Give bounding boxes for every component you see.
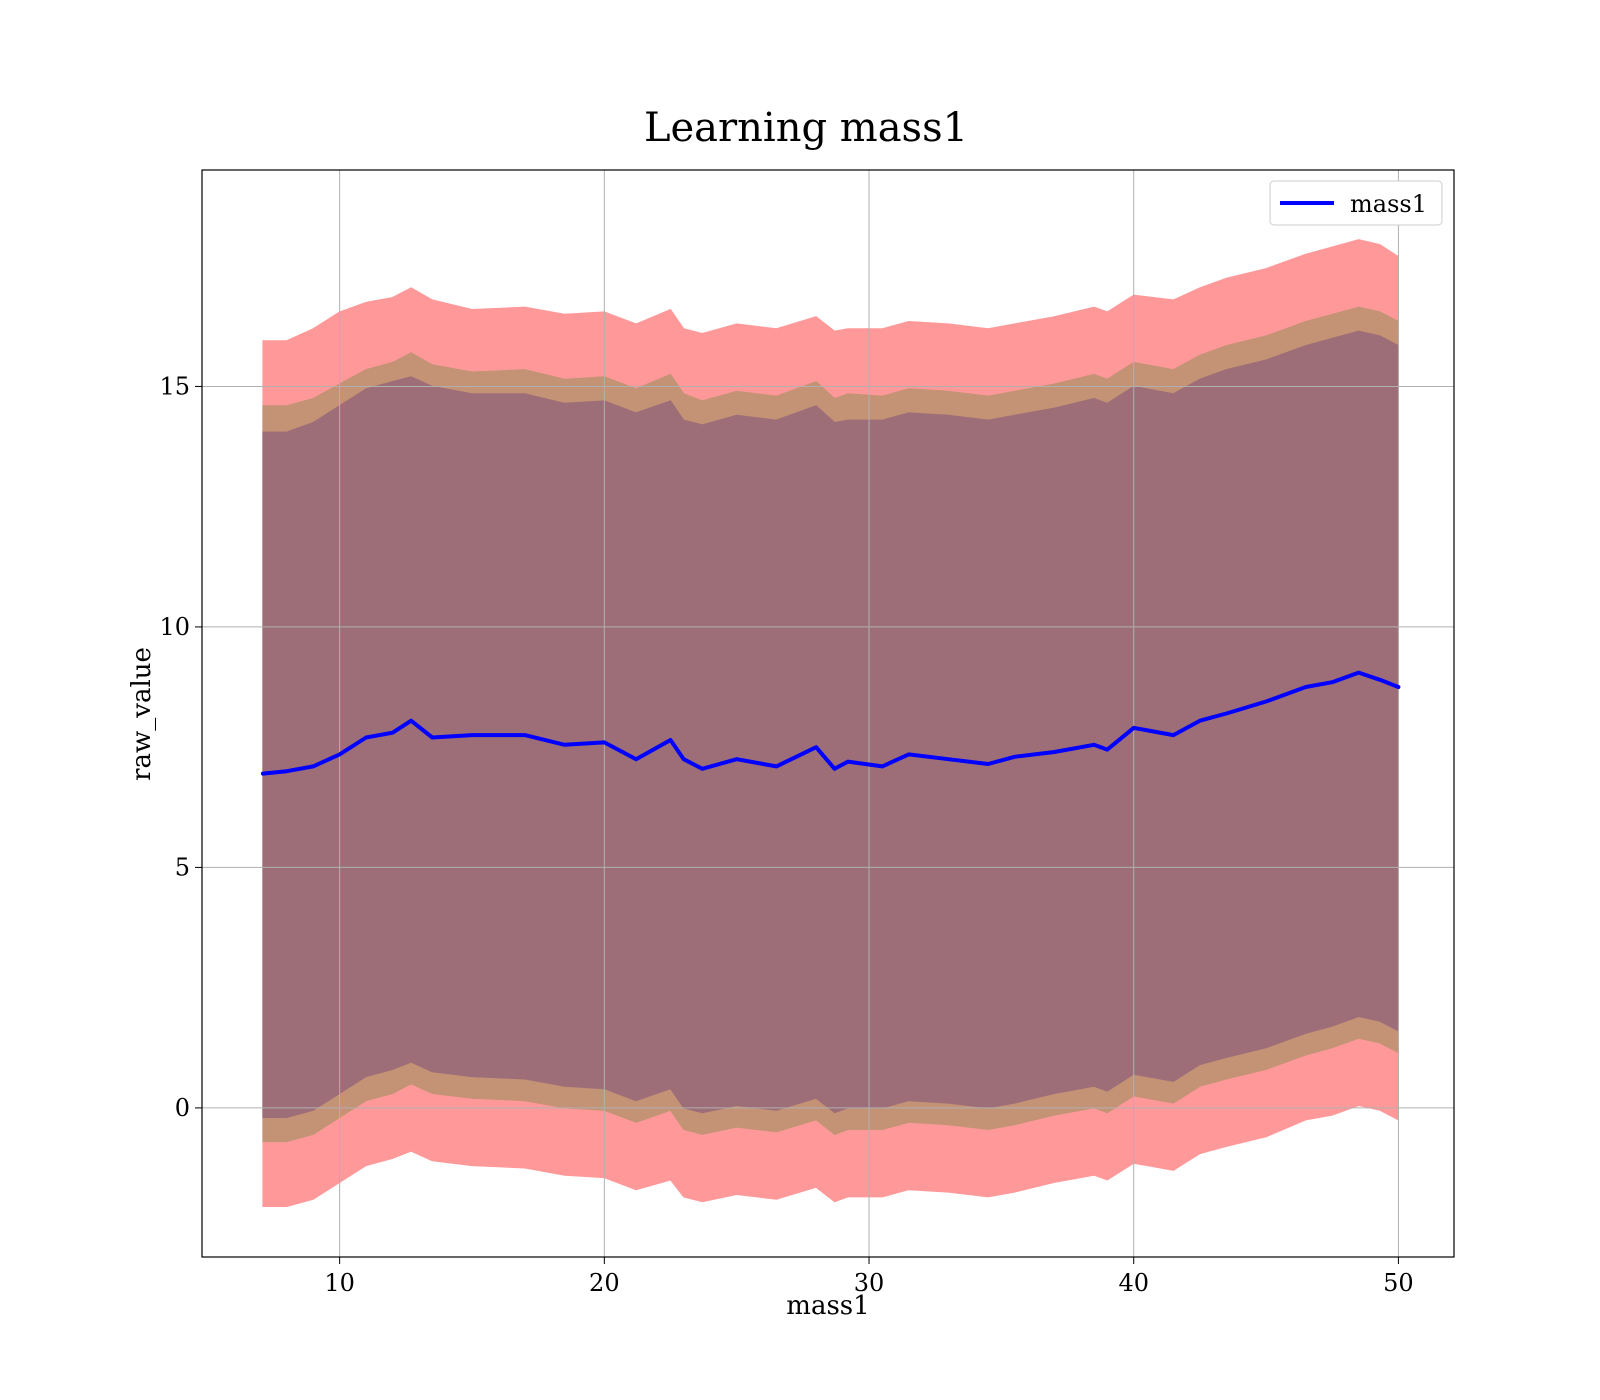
band-inner [262, 330, 1399, 1118]
y-tick-label: 5 [175, 853, 190, 881]
legend: mass1 [1269, 180, 1443, 226]
y-axis-label: raw_value [127, 647, 157, 781]
legend-box [1269, 180, 1443, 226]
y-tick-label: 15 [159, 372, 190, 400]
y-tick-label: 0 [175, 1094, 190, 1122]
chart-title: Learning mass1 [644, 105, 968, 151]
axes-frame [201, 169, 1455, 1258]
y-axis-ticks: 0 5 10 15 [159, 372, 202, 1122]
x-axis-label: mass1 [786, 1291, 869, 1321]
y-tick-label: 10 [159, 613, 190, 641]
x-tick-label: 50 [1383, 1269, 1414, 1297]
series-lines [260, 670, 1401, 776]
x-axis-ticks: 10 20 30 40 50 [324, 1257, 1414, 1297]
grid-lines [202, 170, 1454, 1257]
x-tick-label: 10 [324, 1269, 355, 1297]
series-line-mass1 [260, 670, 1401, 776]
legend-label-mass1: mass1 [1350, 190, 1427, 218]
x-tick-label: 20 [589, 1269, 620, 1297]
x-tick-label: 30 [854, 1269, 885, 1297]
confidence-bands [262, 239, 1399, 1207]
plot-area [201, 169, 1455, 1258]
x-tick-label: 40 [1118, 1269, 1149, 1297]
